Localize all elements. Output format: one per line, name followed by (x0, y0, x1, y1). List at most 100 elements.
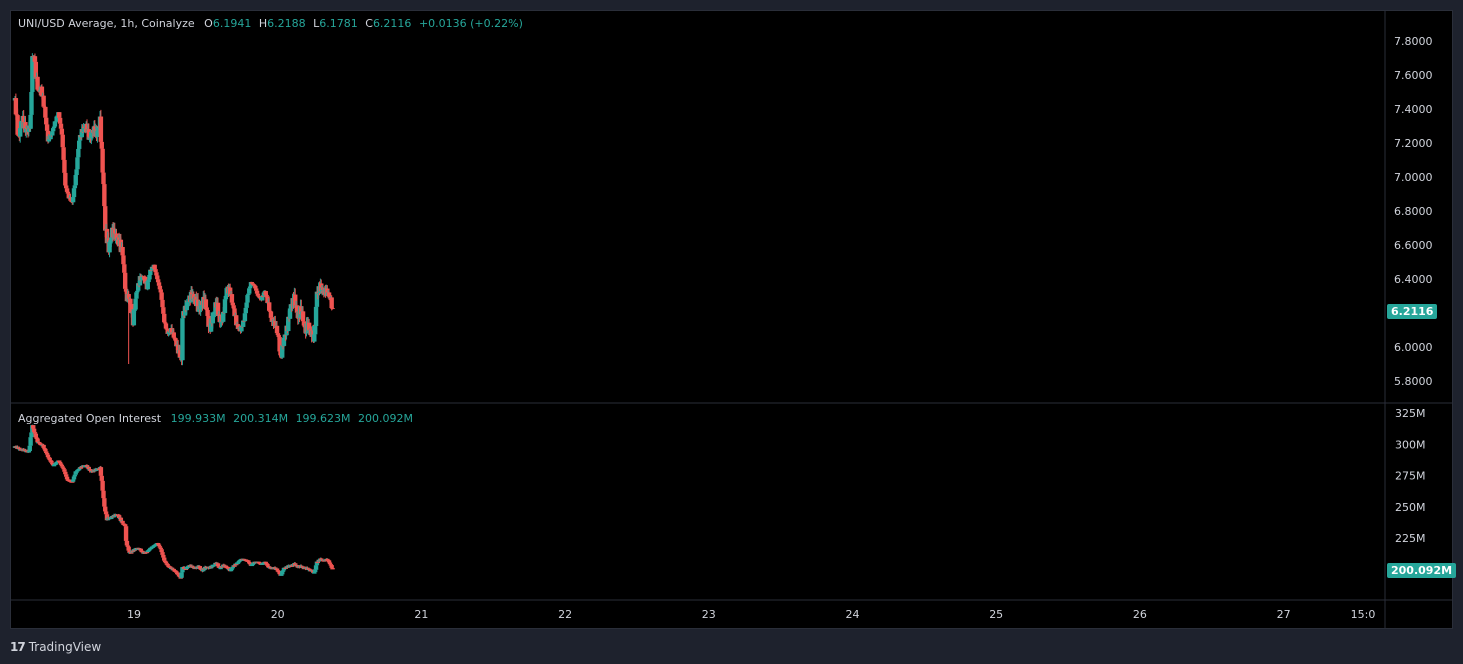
candle-body (218, 567, 223, 570)
candle-body (197, 566, 202, 569)
oi-value-3: 199.623M (295, 412, 351, 425)
oi-tick-label: 300M (1395, 438, 1426, 451)
candle-body (66, 193, 71, 199)
candle-body (287, 308, 293, 319)
candle-body (123, 288, 129, 292)
candle-body (230, 302, 235, 306)
time-tick-label: 23 (702, 608, 716, 621)
candle-body (96, 126, 101, 131)
candle-body (281, 337, 287, 346)
candle-body (99, 475, 104, 481)
candle-body (43, 448, 48, 452)
price-tick-label: 6.8000 (1394, 205, 1433, 218)
candle-body (104, 228, 110, 244)
candle-body (223, 565, 229, 568)
candle-body (63, 471, 68, 475)
candle-body (109, 517, 114, 520)
time-tick-label: 22 (558, 608, 572, 621)
candle-body (145, 282, 150, 290)
candle-body (162, 560, 168, 563)
candle-body (147, 548, 152, 551)
candle-body (301, 321, 307, 326)
candle-body (183, 568, 189, 571)
candle-body (328, 564, 334, 566)
candle-body (250, 563, 255, 566)
candle-body (169, 567, 175, 570)
candle-body (232, 308, 237, 317)
time-tick-label: 21 (414, 608, 428, 621)
candle-body (260, 296, 265, 301)
candle-body (273, 567, 278, 569)
candle-body (280, 570, 286, 572)
candle-body (158, 547, 163, 550)
candle-body (121, 255, 126, 265)
candle-body (314, 561, 320, 566)
candle-body (68, 480, 73, 482)
candle-body (109, 237, 114, 241)
candle-body (149, 266, 155, 271)
candle-body (246, 560, 251, 562)
candle-body (232, 565, 237, 567)
candle-body (166, 332, 171, 334)
candle-body (274, 568, 280, 571)
candle-body (39, 443, 45, 446)
chart-frame: 7.8000 7.6000 7.4000 7.2000 7.0000 6.8000 6.60… (10, 10, 1453, 629)
candle-body (158, 289, 163, 293)
candle-body (253, 285, 258, 289)
candle-body (177, 350, 183, 358)
candle-body (124, 540, 130, 546)
candle-body (313, 306, 319, 327)
candle-body (73, 471, 78, 475)
candle-body (330, 567, 335, 570)
candle-body (30, 56, 35, 92)
candle-body (198, 305, 203, 310)
candle-body (152, 264, 157, 270)
candle-body (53, 121, 58, 123)
candle-body (58, 463, 64, 465)
tradingview-logo[interactable]: 17 TradingView (10, 638, 101, 656)
candle-body (86, 466, 91, 470)
candle-body (185, 302, 190, 304)
oi-value-2: 200.314M (233, 412, 289, 425)
candle-body (142, 276, 148, 284)
chart-canvas[interactable]: 7.8000 7.6000 7.4000 7.2000 7.0000 6.8000 6.60… (11, 11, 1452, 628)
candle-body (122, 524, 128, 527)
oi-title[interactable]: Aggregated Open Interest (18, 412, 162, 425)
candle-body (103, 506, 108, 512)
candle-body (247, 288, 252, 294)
candle-body (125, 545, 130, 547)
candle-body (157, 546, 163, 548)
candle-body (84, 465, 90, 468)
candle-body (129, 552, 134, 554)
candle-body (150, 546, 156, 548)
candle-body (103, 511, 109, 515)
time-tick-label: 24 (846, 608, 860, 621)
candle-body (330, 308, 335, 310)
candle-body (252, 284, 257, 286)
candle-body (108, 240, 113, 242)
candle-body (74, 169, 79, 176)
candle-body (81, 126, 86, 133)
candle-body (33, 61, 39, 79)
candle-body (60, 134, 65, 148)
candle-body (47, 457, 52, 461)
candle-body (44, 451, 49, 454)
candle-body (45, 454, 51, 458)
candle-body (71, 188, 77, 198)
candle-body (77, 135, 83, 141)
time-tick-label: 25 (989, 608, 1003, 621)
oi-value-4: 200.092M (358, 412, 414, 425)
candle-body (132, 549, 137, 551)
candle-body (156, 282, 162, 286)
candle-body (210, 314, 216, 324)
candle-body (275, 333, 281, 336)
close-value: 6.2116 (372, 17, 412, 30)
candle-body (260, 563, 266, 565)
price-tick-label: 7.2000 (1394, 137, 1433, 150)
candle-body (100, 480, 105, 491)
candle-body (242, 313, 248, 322)
candle-body (29, 91, 34, 115)
symbol-label[interactable]: UNI/USD Average, 1h, Coinalyze (18, 17, 195, 30)
candle-body (228, 568, 234, 572)
candle-body (54, 116, 59, 122)
